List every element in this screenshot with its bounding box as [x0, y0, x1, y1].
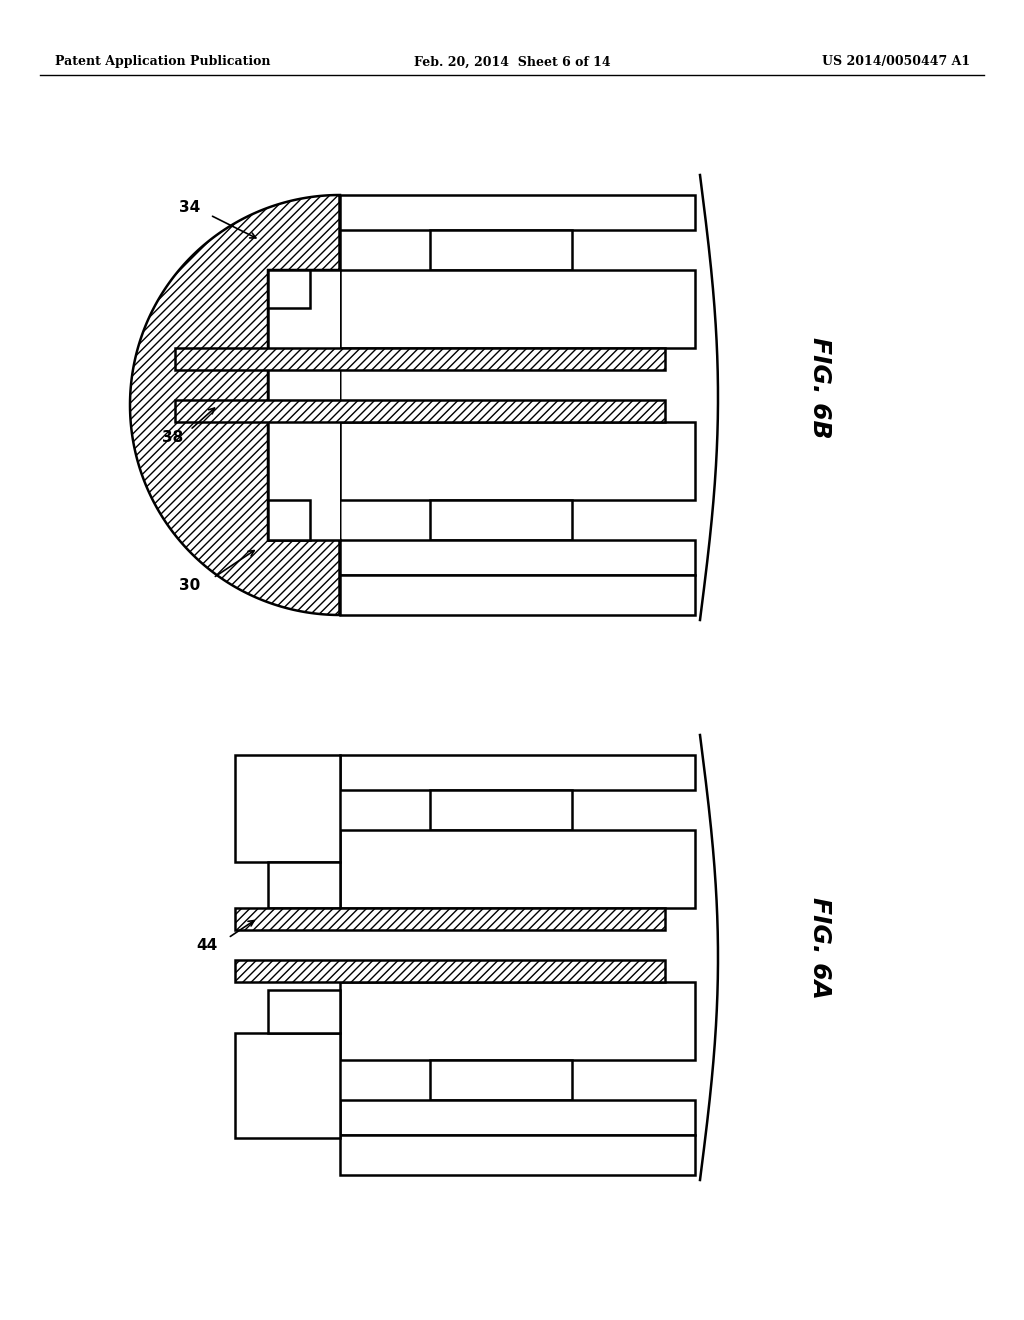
Bar [234, 755, 340, 862]
Bar [430, 789, 572, 830]
Text: FIG. 6A: FIG. 6A [808, 898, 831, 999]
Text: FIG. 6B: FIG. 6B [808, 337, 831, 438]
Text: 34: 34 [179, 201, 200, 215]
Bar [430, 1060, 572, 1100]
Bar [268, 271, 310, 308]
Text: Patent Application Publication: Patent Application Publication [55, 55, 270, 69]
Bar [268, 990, 340, 1034]
Bar [234, 908, 665, 931]
Bar [340, 271, 695, 348]
Bar [340, 195, 695, 230]
Bar [175, 348, 665, 370]
Bar [340, 422, 695, 500]
Bar [268, 500, 310, 540]
Bar [340, 982, 695, 1060]
Bar [340, 1135, 695, 1175]
Bar [430, 500, 572, 540]
Polygon shape [130, 195, 340, 615]
Bar [268, 862, 340, 908]
Bar [340, 576, 695, 615]
Bar [268, 271, 340, 540]
Text: 44: 44 [197, 939, 218, 953]
Text: Feb. 20, 2014  Sheet 6 of 14: Feb. 20, 2014 Sheet 6 of 14 [414, 55, 610, 69]
Bar [340, 830, 695, 908]
Bar [340, 540, 695, 576]
Bar [430, 230, 572, 271]
Bar [340, 755, 695, 789]
Text: 30: 30 [179, 578, 200, 594]
Bar [175, 400, 665, 422]
Bar [234, 1034, 340, 1138]
Text: 38: 38 [162, 429, 183, 445]
Bar [234, 960, 665, 982]
Text: US 2014/0050447 A1: US 2014/0050447 A1 [822, 55, 970, 69]
Bar [340, 1100, 695, 1135]
